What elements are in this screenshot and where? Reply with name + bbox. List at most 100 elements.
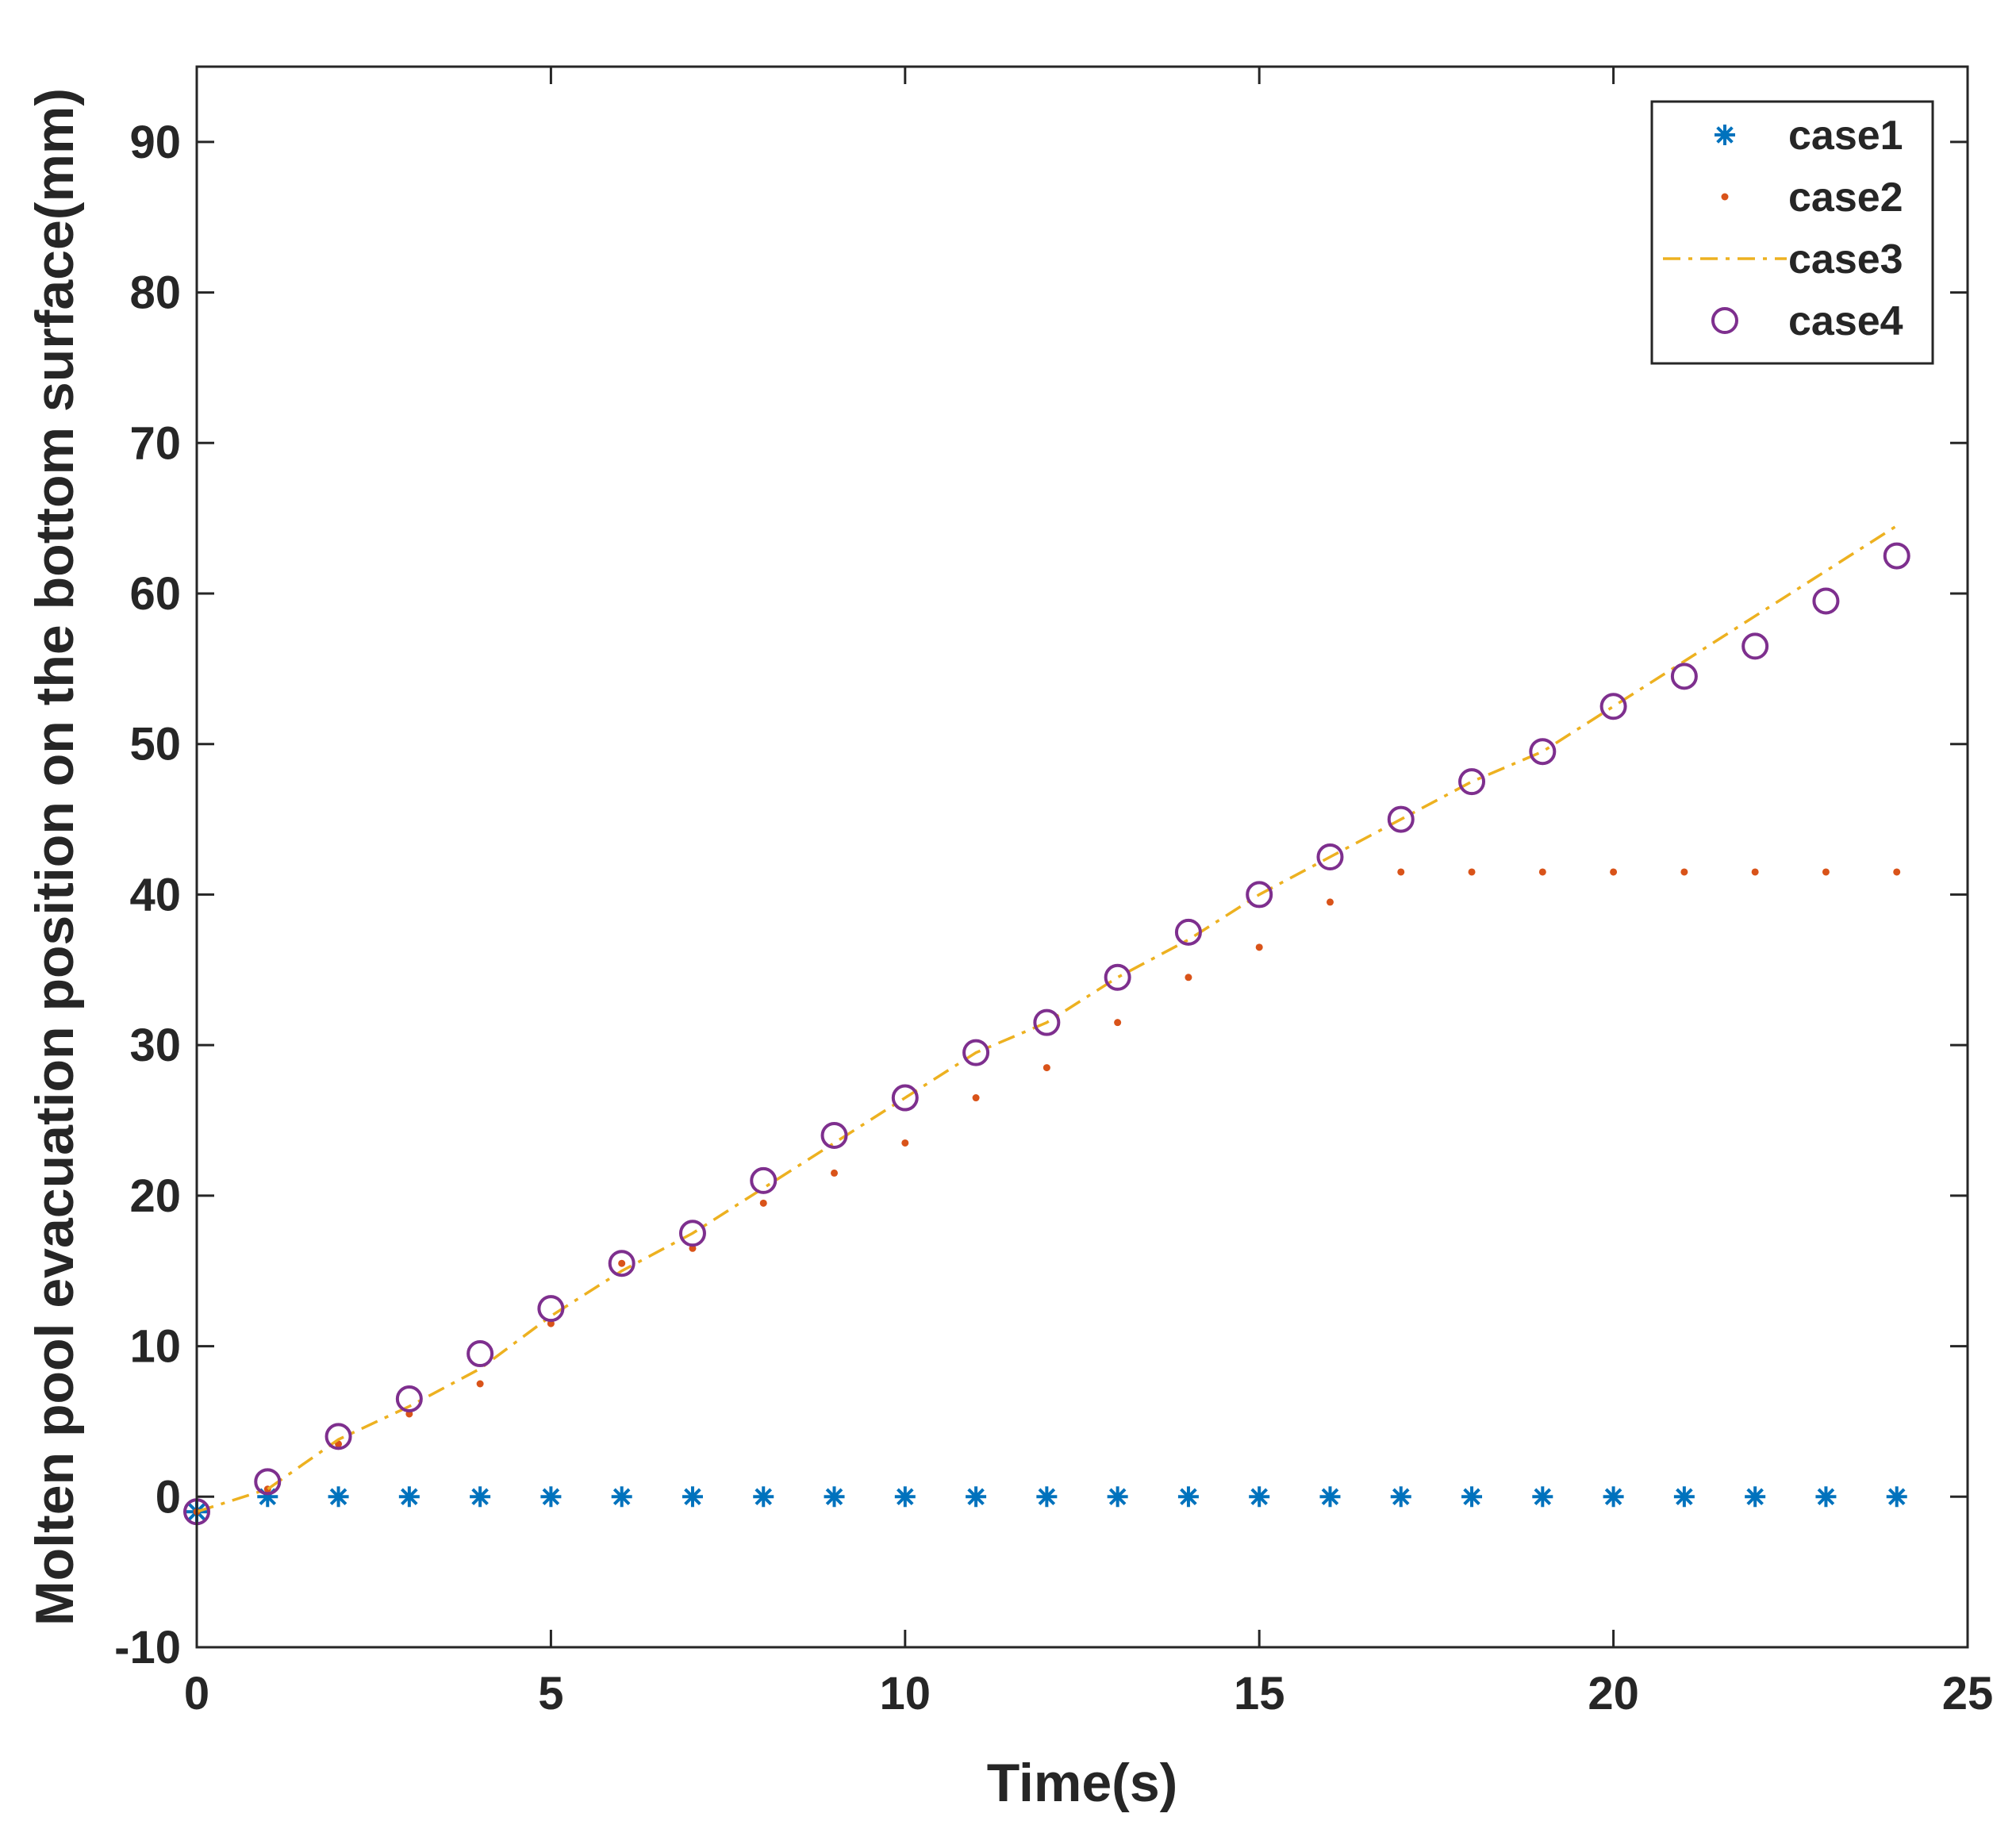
y-tick-label: -10 — [114, 1622, 181, 1673]
data-point-case4 — [1741, 632, 1769, 660]
data-point-case2 — [1397, 868, 1405, 876]
data-point-case1 — [1603, 1486, 1624, 1508]
x-tick-label: 25 — [1942, 1668, 1994, 1719]
data-point-case4 — [537, 1295, 565, 1323]
data-point-case2 — [831, 1169, 839, 1177]
data-point-case1 — [894, 1486, 916, 1508]
data-point-case1-stroke — [612, 1488, 631, 1506]
legend-marker-case1 — [1715, 125, 1735, 145]
legend-label-case4: case4 — [1788, 298, 1903, 344]
y-tick-label: 60 — [129, 568, 181, 620]
x-tick-label: 5 — [538, 1668, 563, 1719]
legend-marker-case1-stroke — [1716, 126, 1734, 144]
data-point-case2 — [1751, 868, 1759, 876]
legend-label-case2: case2 — [1788, 175, 1903, 221]
x-tick-label: 20 — [1588, 1668, 1639, 1719]
legend-marker-case4 — [1711, 307, 1738, 334]
data-point-case4 — [1033, 1008, 1061, 1036]
y-tick-label: 70 — [129, 417, 181, 469]
data-point-case1 — [1249, 1486, 1270, 1508]
data-point-case4 — [467, 1340, 494, 1368]
data-point-case1-stroke — [1392, 1488, 1410, 1506]
legend: case1 case2 case3 case4 — [1650, 100, 1934, 365]
data-point-case1-stroke — [329, 1488, 348, 1506]
data-point-case1 — [1036, 1486, 1058, 1508]
data-point-case4 — [750, 1166, 778, 1194]
y-tick-label: 80 — [129, 267, 181, 319]
data-point-case1-stroke — [1746, 1488, 1764, 1506]
data-point-case1-stroke — [471, 1488, 489, 1506]
data-point-case4 — [608, 1250, 636, 1277]
data-point-case1 — [540, 1486, 562, 1508]
data-point-case1-stroke — [1321, 1488, 1339, 1506]
data-point-case4 — [1883, 542, 1910, 570]
y-tick-label: 0 — [156, 1471, 181, 1523]
data-point-case4 — [395, 1385, 423, 1412]
data-point-case1 — [682, 1486, 703, 1508]
legend-label-case3: case3 — [1788, 236, 1903, 282]
data-point-case2 — [1538, 868, 1546, 876]
series-case3 — [196, 524, 1898, 1513]
data-point-case4 — [254, 1468, 282, 1496]
data-point-case1-stroke — [1534, 1488, 1552, 1506]
data-point-case4 — [324, 1423, 352, 1450]
data-point-case4 — [891, 1084, 919, 1112]
data-point-case4 — [820, 1121, 848, 1149]
data-point-case1 — [1532, 1486, 1553, 1508]
data-point-case4 — [1529, 738, 1557, 766]
series-line-case3 — [196, 524, 1898, 1513]
data-point-case4 — [1458, 768, 1486, 796]
data-point-case1-stroke — [1817, 1488, 1835, 1506]
y-tick-label: 90 — [129, 117, 181, 168]
data-point-case1-stroke — [755, 1488, 773, 1506]
data-point-case1 — [1319, 1486, 1341, 1508]
data-point-case1-stroke — [1038, 1488, 1056, 1506]
x-tick-label: 15 — [1234, 1668, 1285, 1719]
y-tick-label: 20 — [129, 1170, 181, 1222]
data-point-case1 — [753, 1486, 774, 1508]
data-point-case4 — [1104, 963, 1131, 991]
data-point-case1 — [1745, 1486, 1766, 1508]
data-point-case4 — [1316, 843, 1344, 870]
data-point-case2 — [1610, 868, 1618, 876]
data-point-case1-stroke — [897, 1488, 914, 1506]
data-point-case4 — [1174, 918, 1202, 946]
data-point-case1-stroke — [1676, 1488, 1693, 1506]
data-point-case4 — [1599, 693, 1627, 720]
data-point-case1 — [1673, 1486, 1695, 1508]
data-point-case2 — [618, 1259, 626, 1267]
data-point-case1 — [1815, 1486, 1837, 1508]
data-point-case4 — [1387, 805, 1415, 833]
data-point-case2 — [1255, 943, 1263, 951]
data-point-case2 — [759, 1199, 767, 1207]
x-axis-title: Time(s) — [987, 1753, 1178, 1813]
series-case4 — [183, 542, 1910, 1526]
y-tick-label: 30 — [129, 1020, 181, 1071]
data-point-case4 — [962, 1039, 990, 1066]
data-point-case1 — [328, 1486, 349, 1508]
data-point-case2 — [1822, 868, 1830, 876]
y-axis-title: Molten pool evacuation position on the b… — [25, 88, 85, 1626]
data-point-case1 — [1886, 1486, 1907, 1508]
plot-frame — [195, 65, 1969, 1649]
data-point-case4 — [1670, 663, 1698, 690]
series-layer — [183, 524, 1910, 1526]
x-tick-label: 0 — [184, 1668, 209, 1719]
data-point-case1-stroke — [967, 1488, 985, 1506]
data-point-case1 — [824, 1486, 845, 1508]
data-point-case1-stroke — [825, 1488, 843, 1506]
data-point-case1-stroke — [684, 1488, 701, 1506]
y-tick-label: 10 — [129, 1321, 181, 1373]
data-point-case1-stroke — [1604, 1488, 1622, 1506]
data-point-case1-stroke — [401, 1488, 418, 1506]
data-point-case1-stroke — [1250, 1488, 1268, 1506]
data-point-case2 — [1893, 868, 1901, 876]
data-point-case1 — [470, 1486, 491, 1508]
data-point-case2 — [1114, 1019, 1122, 1027]
legend-box — [1650, 100, 1934, 365]
data-point-case1-stroke — [542, 1488, 560, 1506]
data-point-case2 — [1468, 868, 1476, 876]
data-point-case2 — [1680, 868, 1688, 876]
x-tick-label: 10 — [880, 1668, 931, 1719]
